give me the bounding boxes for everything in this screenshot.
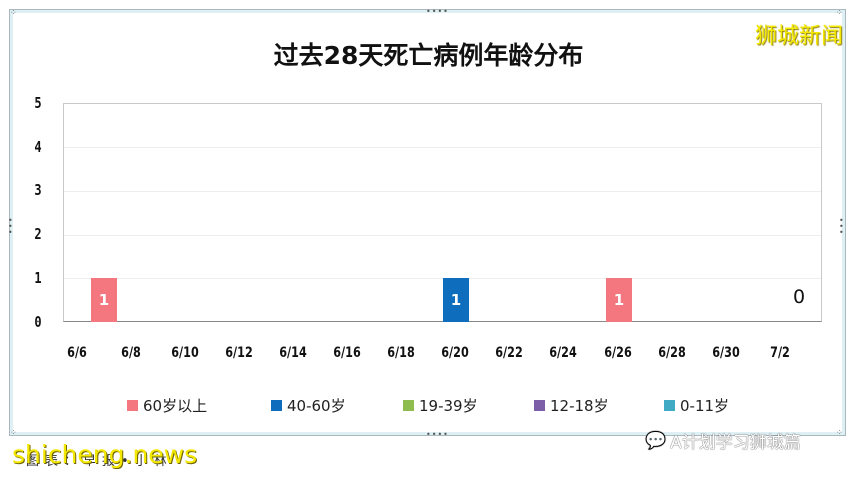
x-tick: 6/16 xyxy=(333,345,361,361)
wechat-account-name: A计划学习狮城篇 xyxy=(670,433,801,453)
y-tick: 0 xyxy=(34,313,42,331)
legend-label: 19-39岁 xyxy=(419,397,478,415)
legend-swatch xyxy=(534,400,545,411)
y-tick: 2 xyxy=(34,225,42,243)
resize-handle-corner-br[interactable]: ⁘ xyxy=(836,428,844,437)
plot-area xyxy=(63,103,822,322)
wechat-watermark: 💬 A计划学习狮城篇 xyxy=(645,428,801,454)
x-tick: 6/22 xyxy=(495,345,523,361)
gridline xyxy=(64,191,821,192)
x-tick: 6/28 xyxy=(658,345,686,361)
y-tick: 5 xyxy=(34,94,42,112)
bar-value-label: 1 xyxy=(613,291,625,309)
gridline xyxy=(64,235,821,236)
resize-handle-bottom[interactable]: •••• xyxy=(426,430,449,439)
gridline xyxy=(64,147,821,148)
bar-6-20-40-60: 1 xyxy=(443,278,469,322)
resize-handle-corner-tr[interactable]: ⁘ xyxy=(836,8,844,17)
y-tick: 1 xyxy=(34,269,42,287)
legend-swatch xyxy=(403,400,414,411)
legend-item-60plus[interactable]: 60岁以上 xyxy=(127,395,207,416)
legend-swatch xyxy=(664,400,675,411)
legend-item-0-11[interactable]: 0-11岁 xyxy=(664,395,729,416)
wechat-icon: 💬 xyxy=(645,430,667,451)
legend-item-19-39[interactable]: 19-39岁 xyxy=(403,395,478,416)
x-tick: 6/12 xyxy=(225,345,253,361)
legend-label: 60岁以上 xyxy=(143,397,208,415)
resize-handle-corner-tl[interactable]: ⁘ xyxy=(10,8,18,17)
x-tick: 6/24 xyxy=(549,345,577,361)
legend-label: 40-60岁 xyxy=(287,397,346,415)
resize-handle-corner-bl[interactable]: ⁘ xyxy=(10,428,18,437)
site-watermark: shicheng.news xyxy=(12,440,198,469)
resize-handle-left[interactable]: • • • xyxy=(8,216,14,237)
x-tick: 6/8 xyxy=(121,345,141,361)
chart-frame[interactable]: •••• •••• • • • • • • ⁘ ⁘ ⁘ ⁘ xyxy=(8,7,846,439)
x-tick: 6/20 xyxy=(441,345,469,361)
x-tick: 7/2 xyxy=(770,345,790,361)
chart-title: 过去28天死亡病例年龄分布 xyxy=(273,41,584,70)
bar-value-label: 1 xyxy=(98,291,110,309)
total-zero-label: 0 xyxy=(793,286,806,308)
x-tick: 6/6 xyxy=(67,345,87,361)
y-tick: 4 xyxy=(34,138,42,156)
legend-label: 12-18岁 xyxy=(550,397,609,415)
x-tick: 6/18 xyxy=(387,345,415,361)
resize-handle-right[interactable]: • • • xyxy=(839,216,845,237)
resize-handle-top[interactable]: •••• xyxy=(426,7,449,16)
x-tick: 6/14 xyxy=(279,345,307,361)
x-tick: 6/26 xyxy=(604,345,632,361)
legend: 60岁以上 40-60岁 19-39岁 12-18岁 0-11岁 xyxy=(0,395,857,417)
x-tick: 6/10 xyxy=(171,345,199,361)
legend-label: 0-11岁 xyxy=(680,397,730,415)
legend-swatch xyxy=(127,400,138,411)
gridline xyxy=(64,278,821,279)
bar-6-26-60plus: 1 xyxy=(606,278,632,322)
legend-item-12-18[interactable]: 12-18岁 xyxy=(534,395,609,416)
y-tick: 3 xyxy=(34,181,42,199)
legend-item-40-60[interactable]: 40-60岁 xyxy=(271,395,346,416)
brand-watermark: 狮城新闻 xyxy=(754,24,843,49)
bar-value-label: 1 xyxy=(450,291,462,309)
source-caption: 图表：早报•小林 xyxy=(26,454,173,469)
x-tick: 6/30 xyxy=(712,345,740,361)
legend-swatch xyxy=(271,400,282,411)
bar-6-6-60plus: 1 xyxy=(91,278,117,322)
